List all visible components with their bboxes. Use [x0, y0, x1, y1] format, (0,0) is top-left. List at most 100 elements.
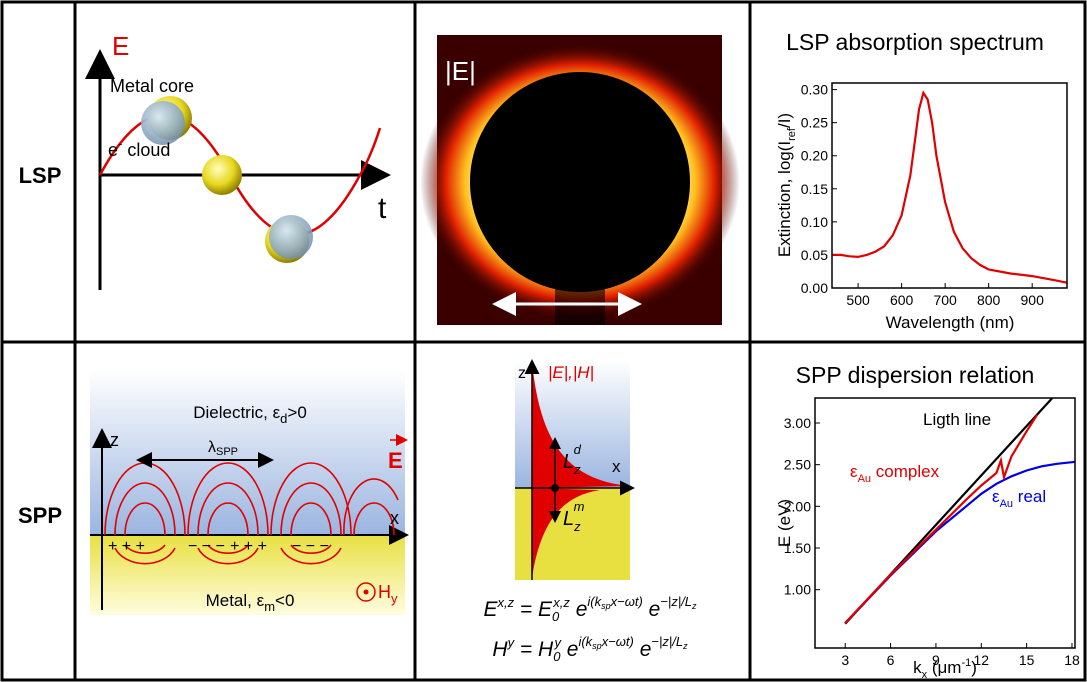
- text-part: z: [573, 462, 581, 477]
- text-part: complex: [871, 462, 940, 481]
- text-part: /I): [775, 113, 794, 128]
- text-part: e: [634, 638, 652, 661]
- x-tick-label: 800: [977, 292, 1001, 308]
- y-tick-label: 3.00: [784, 415, 811, 431]
- text-part: −|z|/L: [660, 594, 692, 609]
- x-tick-label: 500: [846, 292, 870, 308]
- text-part: x−ωt): [610, 594, 643, 609]
- text-part: e: [561, 638, 579, 661]
- axis-label: z: [110, 430, 119, 450]
- text-part: L: [563, 508, 574, 530]
- text-part: ref: [786, 127, 798, 141]
- text-part: <0: [275, 591, 294, 610]
- x-axis-label: Wavelength (nm): [886, 313, 1015, 332]
- axis-label: E: [112, 31, 129, 61]
- shape: [202, 155, 242, 195]
- text-part: Extinction, log(I: [775, 141, 794, 257]
- y-tick-label: 2.50: [784, 457, 811, 473]
- text-part: E (eV): [775, 499, 794, 547]
- y-tick-label: 1.00: [784, 582, 811, 598]
- text-part: e: [643, 598, 661, 621]
- text-part: L: [563, 451, 574, 473]
- figure: LSP SPP E t Metal core e- cloud |E| Diel…: [0, 0, 1087, 682]
- text-part: e: [108, 140, 118, 160]
- text-part: ): [971, 658, 977, 677]
- shape: [551, 484, 559, 492]
- shape: [90, 370, 405, 535]
- x-tick-label: 6: [887, 652, 895, 668]
- equation: Ex,z = E0x,z ei(kspx−ωt) e−|z|/Lz: [483, 594, 697, 624]
- text-part: λ: [208, 439, 216, 456]
- text-part: E: [483, 598, 498, 621]
- lsp-schematic: E t Metal core e- cloud: [100, 31, 387, 290]
- text-part: z: [691, 601, 697, 611]
- shape: [141, 101, 185, 145]
- text-part: x−ωt): [601, 634, 634, 649]
- label: Metal core: [110, 76, 194, 96]
- label: E: [388, 448, 403, 473]
- label: e- cloud: [108, 136, 170, 160]
- annotation: Ligth line: [923, 410, 991, 429]
- chart-title: LSP absorption spectrum: [786, 29, 1044, 55]
- text-part: >0: [287, 403, 306, 422]
- text-part: Metal, ε: [206, 591, 265, 610]
- map-label: |E|: [445, 56, 476, 86]
- text-part: H: [492, 638, 508, 661]
- text-part: Au: [858, 473, 871, 485]
- text-part: d: [280, 411, 287, 426]
- text-part: real: [1013, 487, 1046, 506]
- text-part: e: [570, 598, 588, 621]
- x-axis-label: kx (μm-1): [913, 657, 977, 681]
- y-tick-label: 0.25: [801, 115, 828, 131]
- text-part: m: [264, 599, 275, 614]
- row-label: LSP: [19, 163, 62, 188]
- y-tick-label: 0.30: [801, 82, 828, 98]
- text-part: cloud: [122, 140, 170, 160]
- x-tick-label: 600: [890, 292, 914, 308]
- x-tick-label: 18: [1064, 652, 1080, 668]
- annotation: εAu real: [992, 487, 1046, 510]
- y-axis-label: E (eV): [775, 499, 794, 547]
- text-part: Au: [1000, 498, 1013, 510]
- charge: − − −: [292, 538, 329, 555]
- y-tick-label: 0.10: [801, 214, 828, 230]
- shape: [364, 590, 369, 595]
- text-part: sp: [601, 601, 611, 611]
- equation: Hy = H0y ei(kspx−ωt) e−|z|/Lz: [492, 634, 688, 664]
- y-axis-label: Extinction, log(Iref/I): [775, 113, 798, 257]
- text-part: Dielectric, ε: [193, 403, 280, 422]
- text-part: SPP: [216, 446, 238, 458]
- x-tick-label: 3: [841, 652, 849, 668]
- y-tick-label: 0.05: [801, 247, 828, 263]
- x-tick-label: 15: [1019, 652, 1035, 668]
- text-part: z: [682, 641, 688, 651]
- data-line: [845, 461, 1087, 624]
- text-part: z: [573, 519, 581, 534]
- text-part: (μm: [927, 658, 961, 677]
- spp-decay: z |E|,|H| x Lzd Lzm Ex,z = E0x,z ei(kspx…: [483, 360, 697, 664]
- charge: − − −: [188, 538, 225, 555]
- text-part: Wavelength (nm): [886, 313, 1015, 332]
- axis-label: z: [518, 365, 526, 382]
- text-part: y: [391, 591, 398, 606]
- shape: [470, 72, 690, 292]
- text-part: H: [378, 582, 391, 602]
- text-part: d: [574, 442, 582, 457]
- page: LSP SPP E t Metal core e- cloud |E| Diel…: [0, 0, 1087, 682]
- text-part: x,z: [552, 595, 570, 610]
- text-part: -1: [961, 657, 971, 669]
- y-tick-label: 0.20: [801, 148, 828, 164]
- charge: + + +: [108, 538, 145, 555]
- axis-label: x: [390, 508, 399, 528]
- charge: + + +: [230, 538, 267, 555]
- text-part: = H: [514, 638, 554, 661]
- axis-label: t: [378, 192, 387, 225]
- text-part: x,z: [496, 595, 514, 610]
- axis-label: x: [612, 457, 621, 476]
- field-map: |E|: [420, 35, 740, 325]
- chart-title: SPP dispersion relation: [796, 362, 1035, 388]
- x-tick-label: 700: [933, 292, 957, 308]
- annotation: εAu complex: [850, 462, 940, 485]
- text-part: −|z|/L: [651, 634, 683, 649]
- spp-schematic: Dielectric, εd>0 λSPP E z x + + + − − − …: [90, 370, 405, 615]
